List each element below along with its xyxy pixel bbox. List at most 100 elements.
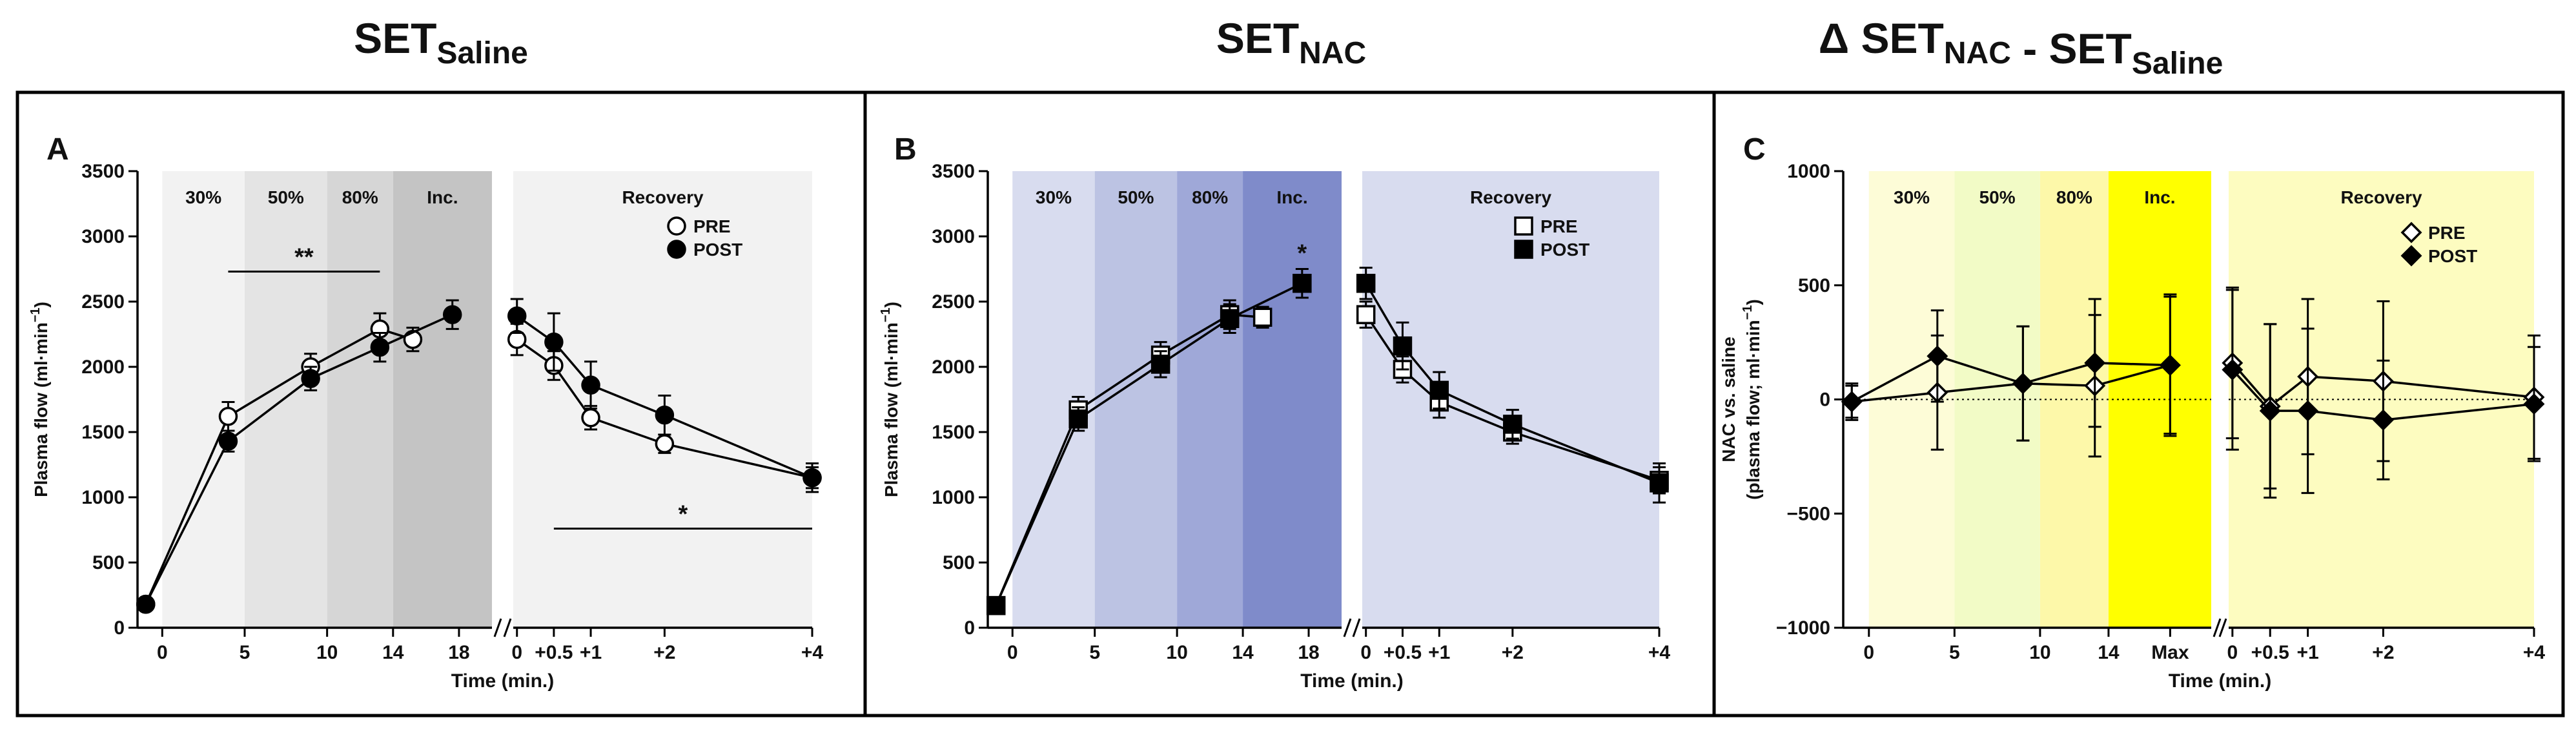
y-tick-label: 0 [1819, 389, 1830, 411]
data-point-post [2012, 373, 2034, 395]
title-main: SET [354, 14, 436, 62]
data-point-post [1503, 415, 1522, 434]
series-post [986, 266, 1669, 615]
y-label-superscript: −1 [1741, 305, 1755, 320]
title-subscript: NAC [1299, 36, 1366, 70]
panel-border-3 [1712, 90, 2565, 718]
title-subscript: NAC [1944, 36, 2011, 70]
axis-break-mark [503, 618, 512, 637]
significance-marker: * [679, 501, 688, 528]
legend-label-post: POST [2428, 246, 2477, 266]
title-subscript: Saline [436, 36, 527, 70]
x-tick-label: 10 [2029, 642, 2050, 663]
x-axis-label: Time (min.) [2169, 670, 2271, 692]
title-main: SET [1216, 14, 1299, 62]
data-point-post [2259, 400, 2281, 422]
series-post [1841, 289, 2545, 499]
x-tick-label: 14 [382, 642, 404, 663]
x-tick-label: +4 [801, 642, 824, 663]
title-main: Δ SET [1819, 14, 1944, 62]
phase-label: Inc. [427, 187, 458, 207]
data-point-post [655, 405, 675, 425]
data-point-post [2523, 393, 2545, 415]
legend-marker-post [667, 240, 686, 259]
data-point-post [2222, 359, 2244, 381]
y-tick-label: −500 [1786, 503, 1830, 524]
legend-marker-pre [2400, 222, 2422, 243]
y-tick-label: 1000 [81, 487, 125, 508]
title-main: - SET [2011, 25, 2132, 72]
data-point-pre [655, 434, 675, 453]
data-point-post [1293, 273, 1312, 293]
panel-title-text: SETSaline [354, 14, 528, 70]
x-tick-label: 10 [1166, 642, 1187, 663]
data-point-pre [581, 408, 600, 428]
legend-label-post: POST [1540, 240, 1590, 260]
phase-band-3 [327, 171, 393, 628]
y-label-superscript: −1 [879, 307, 893, 322]
data-point-post [1927, 345, 1948, 367]
data-point-post [442, 305, 462, 324]
legend-label-pre: PRE [1540, 216, 1578, 236]
data-point-post [2159, 355, 2181, 376]
y-tick-label: 500 [1798, 275, 1830, 296]
data-point-post [507, 306, 527, 325]
x-tick-label: 5 [1089, 642, 1100, 663]
x-tick-label: 0 [1360, 642, 1371, 663]
legend-label-post: POST [693, 240, 742, 260]
data-point-post [1429, 380, 1449, 400]
phase-label: 50% [1979, 187, 2016, 207]
data-point-post [136, 594, 156, 614]
panel-letter: A [46, 132, 69, 167]
phase-label: 30% [185, 187, 221, 207]
y-tick-label: 1500 [932, 422, 975, 443]
data-point-post [986, 595, 1006, 615]
phase-band-1 [162, 171, 245, 628]
x-tick-label: 0 [511, 642, 522, 663]
y-tick-label: 1000 [932, 487, 975, 508]
panel-title-2: SETNAC [1216, 14, 1366, 70]
x-tick-label: 5 [1949, 642, 1960, 663]
significance-marker: * [1297, 240, 1307, 267]
chart-panel-A: 30% 50% 80% Inc. Recovery0500100015002000250… [28, 132, 823, 692]
legend-marker-pre [667, 216, 686, 236]
series-post [136, 298, 822, 614]
data-point-post [2372, 409, 2394, 431]
x-axis-label: Time (min.) [451, 670, 554, 692]
legend-marker-post [2400, 245, 2422, 267]
x-tick-label: +2 [2372, 642, 2394, 663]
x-axis-label: Time (min.) [1300, 670, 1403, 692]
x-tick-label: 14 [2098, 642, 2120, 663]
data-point-post [2297, 400, 2319, 422]
x-tick-label: +0.5 [2251, 642, 2289, 663]
x-tick-label: 0 [1007, 642, 1018, 663]
y-axis-label: (plasma flow; ml·min−1) [1741, 299, 1763, 500]
y-tick-label: 1500 [81, 422, 125, 443]
legend-marker-post [1514, 240, 1533, 259]
x-tick-label: 10 [316, 642, 338, 663]
legend-label-pre: PRE [2428, 223, 2466, 243]
phase-label: 80% [2056, 187, 2092, 207]
y-label-part: Plasma flow (ml·min [31, 322, 51, 497]
y-label-part: ) [31, 302, 51, 307]
data-point-post [2084, 352, 2106, 374]
data-point-pre [218, 407, 238, 426]
data-point-post [802, 468, 822, 488]
panel-title-text: SETNAC [1216, 14, 1366, 70]
legend-label-pre: PRE [693, 216, 731, 236]
data-point-post [544, 332, 564, 352]
x-tick-label: 0 [157, 642, 168, 663]
y-tick-label: 1000 [1787, 161, 1830, 182]
y-tick-label: 500 [943, 552, 975, 573]
panel-letter: B [894, 132, 917, 167]
y-tick-label: 2000 [932, 356, 975, 378]
x-tick-label: +1 [1428, 642, 1450, 663]
data-point-post [1356, 273, 1376, 293]
y-axis-label: Plasma flow (ml·min−1) [879, 302, 901, 497]
x-tick-label: +4 [2523, 642, 2546, 663]
x-tick-label: +0.5 [1384, 642, 1422, 663]
y-label-superscript: −1 [28, 307, 43, 322]
phase-label: Inc. [1276, 187, 1307, 207]
recovery-band [1362, 171, 1659, 628]
